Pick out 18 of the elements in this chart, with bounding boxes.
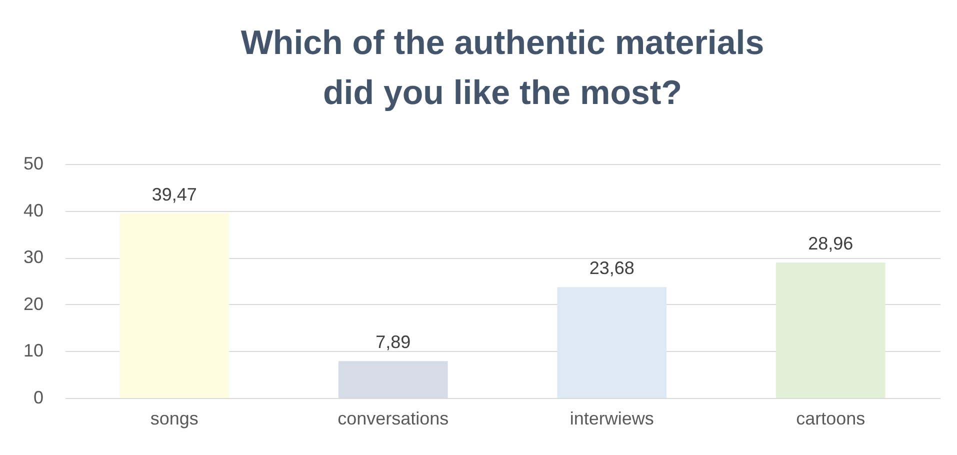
chart-title: Which of the authentic materials did you like the most? [240, 24, 764, 112]
x-tick-label: conversations [338, 408, 449, 428]
y-tick-label: 40 [23, 200, 44, 220]
y-tick-label: 10 [23, 340, 44, 361]
data-label: 23,68 [589, 258, 634, 278]
y-tick-label: 20 [23, 294, 44, 314]
bar [776, 262, 886, 398]
data-label: 39,47 [152, 184, 197, 204]
y-tick-label: 0 [33, 388, 44, 408]
data-label: 7,89 [376, 332, 411, 352]
bar [120, 213, 230, 398]
x-tick-label: cartoons [796, 408, 866, 428]
bar [557, 287, 667, 398]
x-tick-label: interwiews [570, 408, 654, 428]
y-tick-label: 30 [23, 247, 44, 268]
data-label: 28,96 [808, 233, 854, 254]
x-tick-label: songs [150, 408, 198, 428]
y-tick-label: 50 [23, 154, 44, 174]
